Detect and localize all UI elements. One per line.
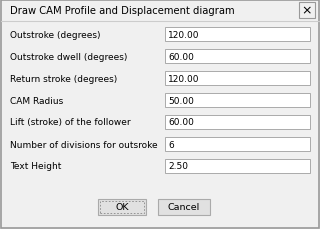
Text: ×: × [302,5,312,17]
Text: Return stroke (degrees): Return stroke (degrees) [10,74,117,83]
FancyBboxPatch shape [165,50,310,64]
FancyBboxPatch shape [165,72,310,86]
Text: 2.50: 2.50 [168,162,188,171]
Text: OK: OK [115,203,129,212]
FancyBboxPatch shape [98,199,146,215]
Text: 60.00: 60.00 [168,118,194,127]
FancyBboxPatch shape [158,199,210,215]
Text: Lift (stroke) of the follower: Lift (stroke) of the follower [10,118,131,127]
Text: Outstroke (degrees): Outstroke (degrees) [10,30,100,39]
FancyBboxPatch shape [165,115,310,129]
Text: Cancel: Cancel [168,203,200,212]
Text: 6: 6 [168,140,174,149]
Text: 120.00: 120.00 [168,74,199,83]
FancyBboxPatch shape [165,28,310,42]
Text: Text Height: Text Height [10,162,61,171]
Text: 60.00: 60.00 [168,52,194,61]
Text: 120.00: 120.00 [168,30,199,39]
FancyBboxPatch shape [165,137,310,151]
Text: 50.00: 50.00 [168,96,194,105]
Text: Draw CAM Profile and Displacement diagram: Draw CAM Profile and Displacement diagra… [10,6,235,16]
Text: Outstroke dwell (degrees): Outstroke dwell (degrees) [10,52,127,61]
Text: CAM Radius: CAM Radius [10,96,63,105]
FancyBboxPatch shape [299,3,315,19]
Text: Number of divisions for outsroke: Number of divisions for outsroke [10,140,158,149]
FancyBboxPatch shape [165,94,310,108]
FancyBboxPatch shape [165,159,310,173]
